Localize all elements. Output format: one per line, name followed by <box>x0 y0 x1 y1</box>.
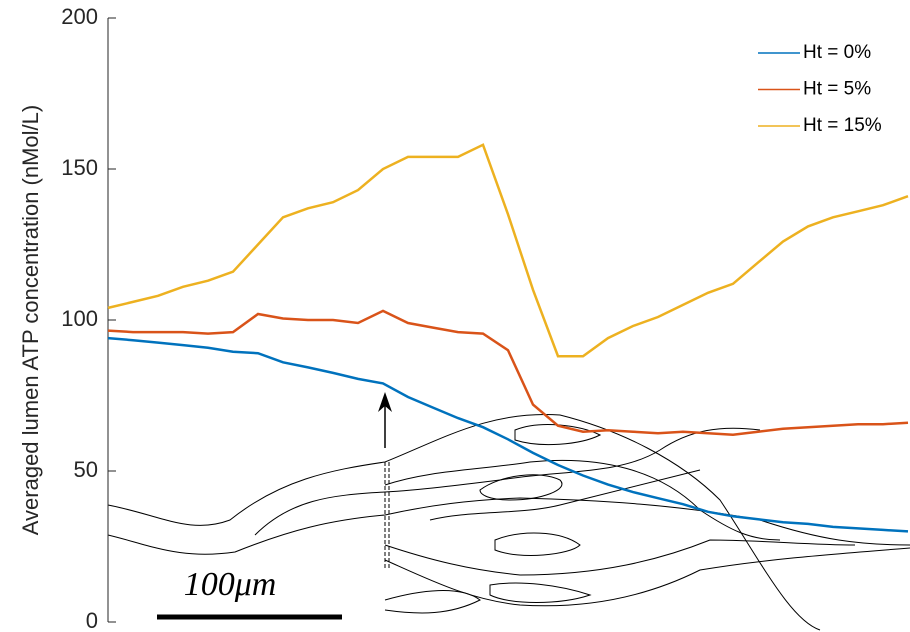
arrow-head <box>378 392 392 412</box>
y-tick-label: 0 <box>86 608 98 632</box>
y-tick-label: 200 <box>61 4 98 29</box>
y-tick-label: 50 <box>74 457 98 482</box>
series-line <box>107 309 909 437</box>
y-tick-label: 150 <box>61 155 98 180</box>
y-tick-label: 100 <box>61 306 98 331</box>
legend-label: Ht = 5% <box>803 79 871 100</box>
y-axis-label: Averaged lumen ATP concentration (nMol/L… <box>18 105 43 535</box>
vessel-network <box>107 413 910 631</box>
legend-label: Ht = 15% <box>803 115 882 136</box>
scale-bar-label: 100μm <box>184 566 277 603</box>
series-line <box>107 143 909 358</box>
legend-label: Ht = 0% <box>803 42 871 63</box>
series-line <box>107 336 909 533</box>
